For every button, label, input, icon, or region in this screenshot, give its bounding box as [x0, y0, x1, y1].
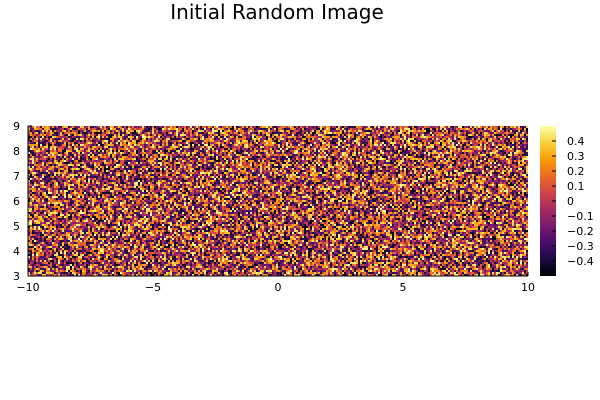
colorbar-tick-label: −0.2 [567, 225, 594, 238]
heatmap-plot-area [28, 126, 528, 276]
colorbar-tick-label: −0.3 [567, 240, 594, 253]
axes: −10 −5 0 5 10 3 4 5 6 7 8 9 [13, 120, 535, 294]
colorbar: 0.4 0.3 0.2 0.1 0 −0.1 −0.2 −0.3 −0.4 [540, 126, 594, 276]
y-tick-label: 6 [13, 195, 20, 208]
colorbar-tick-label: −0.4 [567, 255, 594, 268]
y-tick-label: 5 [13, 220, 20, 233]
y-tick-label: 8 [13, 145, 20, 158]
colorbar-tick-label: 0.4 [567, 135, 585, 148]
y-tick-label: 9 [13, 120, 20, 133]
x-tick-label: −5 [145, 281, 161, 294]
colorbar-tick-label: 0.1 [567, 180, 585, 193]
x-tick-label: 10 [521, 281, 535, 294]
y-tick-label: 7 [13, 170, 20, 183]
colorbar-tick-label: −0.1 [567, 210, 594, 223]
colorbar-tick-label: 0.2 [567, 165, 585, 178]
heatmap-image [28, 126, 528, 276]
colorbar-tick-label: 0.3 [567, 150, 585, 163]
y-tick-label: 3 [13, 270, 20, 283]
colorbar-gradient [540, 126, 556, 276]
x-tick-label: −10 [16, 281, 39, 294]
y-tick-label: 4 [13, 245, 20, 258]
x-tick-label: 5 [400, 281, 407, 294]
chart-title: Initial Random Image [170, 0, 384, 24]
colorbar-tick-label: 0 [567, 195, 574, 208]
x-tick-label: 0 [275, 281, 282, 294]
